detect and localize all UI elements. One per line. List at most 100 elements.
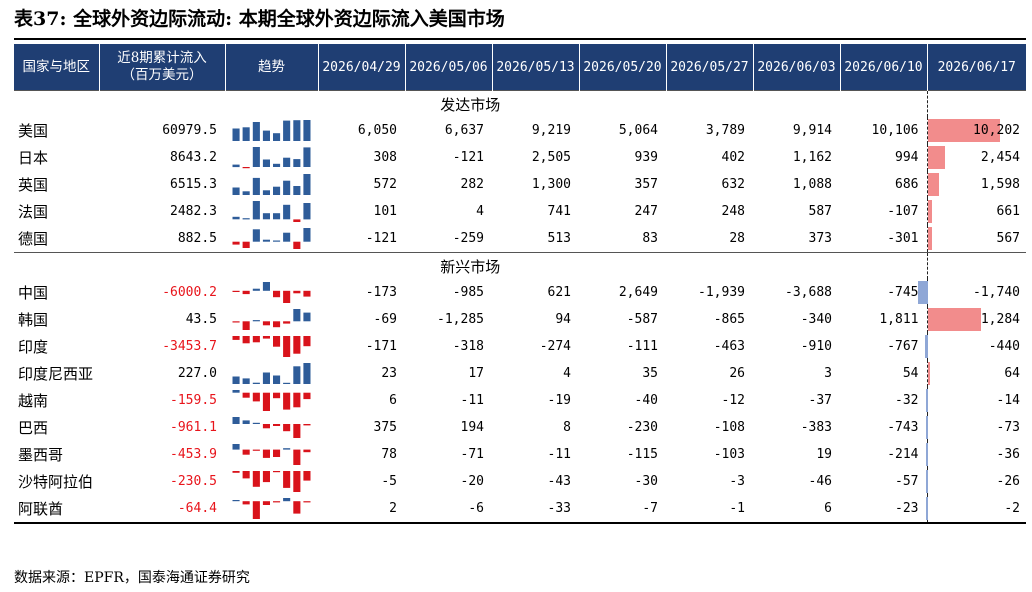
row-weekly-flow: 357 [634,177,658,192]
sparkline-bar [232,241,240,245]
row-cumulative-inflow: -159.5 [170,393,217,408]
row-weekly-flow: 513 [547,231,571,246]
sparkline-bar [283,232,291,242]
title-rule [14,38,1026,40]
latest-flow-value: 661 [996,204,1020,219]
latest-flow-value: -1,740 [973,285,1020,300]
row-weekly-flow: 28 [729,231,745,246]
row-latest-flow: -36 [925,441,1026,468]
sparkline-bar [262,282,270,291]
sparkline-bar [232,444,240,450]
section-title: 发达市场 [14,90,927,117]
row-weekly-flow: -743 [887,420,919,435]
sparkline-bar [293,471,301,492]
sparkline-bar [273,240,281,242]
header-cumulative: 近8期累计流入 （百万美元） [99,44,226,91]
row-latest-flow: 10,202 [926,117,1026,144]
latest-flow-databar [925,416,928,439]
sparkline-bar [273,186,281,195]
row-weekly-flow: -259 [452,231,484,246]
row-weekly-flow: 194 [460,420,484,435]
sparkline-bar [232,500,240,502]
row-trend-sparkline [225,306,318,333]
row-weekly-flow: -910 [800,339,832,354]
sparkline-bar [242,218,250,220]
row-trend-sparkline [225,495,318,524]
sparkline-bar [293,186,301,195]
sparkline-bar [232,417,240,424]
latest-flow-databar [927,200,933,223]
sparkline-bar [262,392,270,411]
sparkline-bar [303,147,311,167]
sparkline-bar [293,219,301,222]
row-weekly-flow: -30 [634,474,658,489]
sparkline-chart [232,498,311,519]
row-weekly-flow: 6,637 [444,123,484,138]
row-weekly-flow: -7 [579,495,666,524]
section-row: 新兴市场 [14,252,1026,279]
latest-flow-value: -73 [996,420,1020,435]
sparkline-bar [273,501,281,503]
sparkline-bar [273,336,281,347]
row-latest-flow: 661 [926,198,1026,225]
row-weekly-flow: 247 [634,204,658,219]
row-country-name: 沙特阿拉伯 [18,473,94,491]
sparkline-bar [252,320,260,322]
row-weekly-flow: -43 [547,474,571,489]
sparkline-bar [252,229,260,242]
sparkline-bar [262,471,270,483]
sparkline-bar [252,422,260,424]
row-latest-flow: -2 [925,495,1026,524]
sparkline-bar [293,290,301,294]
latest-flow-value: 1,284 [980,312,1020,327]
row-country-name: 英国 [18,176,49,194]
table-body: 发达市场 美国 60979.5 6,050 6,637 9,219 5,064 3,789 9,… [14,90,1026,524]
sparkline-bar [273,424,281,426]
sparkline-bar [283,290,291,303]
row-weekly-flow: -230 [626,420,658,435]
row-weekly-flow: -19 [547,393,571,408]
sparkline-bar [232,321,240,323]
row-weekly-flow: 8 [563,420,571,435]
table-title: 表37: 全球外资边际流动: 本期全球外资边际流入美国市场 [14,8,505,30]
row-country-name: 阿联酋 [14,495,99,524]
row-weekly-flow: -1 [666,495,753,524]
latest-flow-databar [925,389,928,412]
row-latest-flow: -26 [925,468,1026,495]
row-weekly-flow: 4 [563,366,571,381]
header-date: 2026/06/17 [927,44,1026,91]
table-row: 墨西哥 -453.9 78 -71 -11 -115 -103 19 -214 -36 [14,441,1026,468]
row-weekly-flow: -985 [452,285,484,300]
row-weekly-flow: -20 [460,474,484,489]
row-weekly-flow: 54 [902,366,919,381]
row-latest-flow: 1,284 [926,306,1026,333]
sparkline-bar [283,204,291,220]
row-weekly-flow: 1,300 [531,177,571,192]
row-weekly-flow: -318 [452,339,484,354]
sparkline-chart [232,147,311,169]
sparkline-bar [303,501,311,503]
row-weekly-flow: -111 [626,339,658,354]
sparkline-bar [262,449,270,458]
row-country-name: 中国 [18,284,49,302]
sparkline-bar [283,498,291,502]
sparkline-bar [242,392,250,398]
latest-flow-value: -440 [988,339,1020,354]
row-cumulative-inflow: -230.5 [170,474,217,489]
sparkline-bar [232,164,240,168]
table-row: 印度 -3453.7 -171 -318 -274 -111 -463 -910 -767 -44… [14,333,1026,360]
row-weekly-flow: -37 [808,393,832,408]
row-latest-flow: 64 [926,360,1026,387]
sparkline-bar [273,375,281,384]
row-trend-sparkline [225,333,318,360]
sparkline-bar [262,372,270,384]
row-latest-flow: -73 [925,414,1026,441]
sparkline-bar [283,321,291,324]
sparkline-bar [303,449,311,453]
sparkline-bar [303,424,311,426]
row-country-name: 法国 [18,203,49,221]
table-row: 阿联酋 -64.4 2 -6 -33 -7 -1 6 -23 -2 [14,495,1026,524]
latest-flow-databar [927,119,1000,142]
latest-flow-databar [925,497,928,520]
row-country-name: 越南 [18,392,49,410]
